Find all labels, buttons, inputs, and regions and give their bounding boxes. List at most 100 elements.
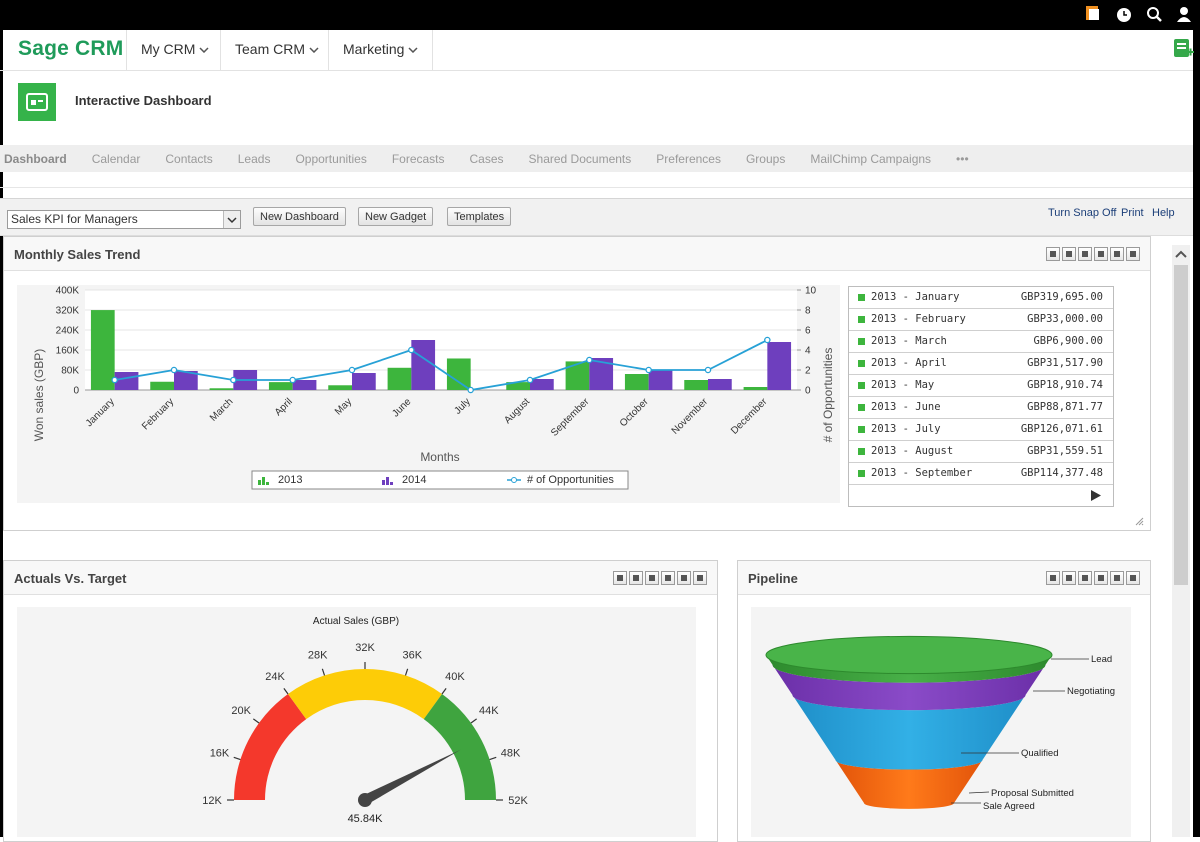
x-tick-label: September	[549, 396, 592, 439]
menu-label[interactable]: My CRM	[141, 41, 196, 57]
legend-swatch	[382, 480, 385, 485]
tab[interactable]: Groups	[745, 151, 786, 166]
tab[interactable]: Forecasts	[391, 151, 445, 166]
funnel-layer	[772, 665, 1046, 711]
spacer	[0, 172, 1193, 199]
dashboard-select[interactable]: Sales KPI for Managers	[7, 210, 241, 229]
line-marker	[526, 376, 534, 384]
tab[interactable]: Dashboard	[4, 151, 67, 166]
bar	[328, 385, 352, 390]
gadget-button-glyph	[1130, 251, 1136, 257]
next-page[interactable]	[1091, 490, 1101, 501]
table-row: 2013 - August GBP31,559.51	[849, 441, 1113, 463]
scrollbar[interactable]	[1172, 245, 1190, 837]
gadget-button[interactable]	[1126, 247, 1140, 261]
gadget-button[interactable]	[693, 571, 707, 585]
x-tick-label: June	[390, 396, 413, 419]
gadget-button-glyph	[633, 575, 639, 581]
tab[interactable]: Contacts	[165, 151, 213, 166]
bar	[268, 382, 293, 390]
gadget-button-glyph	[1114, 251, 1120, 257]
gadget-button[interactable]	[1078, 247, 1092, 261]
gadget-button[interactable]	[1094, 247, 1108, 261]
menu[interactable]: Marketing	[328, 30, 434, 70]
funnel-label: Negotiating	[1067, 686, 1115, 697]
add-icon[interactable]	[1173, 38, 1195, 62]
gadget-button[interactable]	[677, 571, 691, 585]
menu[interactable]: Team CRM	[220, 30, 333, 70]
button[interactable]: New Gadget	[358, 207, 434, 226]
gadget-button[interactable]	[1046, 247, 1060, 261]
gadget-button[interactable]	[1062, 247, 1076, 261]
funnel-label: Sale Agreed	[983, 801, 1035, 812]
button[interactable]: New Dashboard	[253, 207, 346, 226]
tab[interactable]: Calendar	[91, 151, 141, 166]
nav-bar: Sage CRM My CRM Team CRM Marketing	[0, 30, 1195, 71]
gauge-tick	[253, 718, 260, 724]
gauge-band	[288, 669, 442, 720]
y2-tick-label: 6	[805, 326, 811, 337]
line-marker	[289, 376, 296, 384]
menu-label[interactable]: Team CRM	[235, 41, 306, 57]
page-title: Interactive Dashboard	[75, 93, 212, 108]
gadget-button-glyph	[665, 575, 671, 581]
gauge-tick-label: 28K	[308, 649, 328, 661]
link[interactable]: Help	[1152, 207, 1175, 219]
resize-grip[interactable]	[1135, 517, 1144, 526]
x-tick-label: February	[140, 396, 176, 432]
gadget-button-glyph	[681, 575, 687, 581]
gadget-title: Pipeline	[748, 571, 798, 586]
menu-label[interactable]: Marketing	[343, 41, 405, 57]
gadget-button[interactable]	[645, 571, 659, 585]
gadget-button[interactable]	[1110, 247, 1124, 261]
tab[interactable]: Leads	[237, 151, 271, 166]
x-axis-title: Months	[420, 450, 459, 464]
gauge-band	[234, 694, 307, 800]
gadget-button-glyph	[1066, 251, 1072, 257]
gadget-button[interactable]	[1126, 571, 1140, 585]
gauge-tick	[321, 668, 326, 676]
tab[interactable]: •••	[956, 151, 969, 166]
x-tick-label: April	[273, 396, 295, 418]
tab[interactable]: MailChimp Campaigns	[810, 151, 932, 166]
tab[interactable]: Opportunities	[295, 151, 367, 166]
line-marker	[586, 356, 593, 364]
row-value: GBP31,517.90	[1027, 357, 1103, 369]
link[interactable]: Turn Snap Off	[1048, 207, 1117, 219]
funnel-layer	[792, 695, 1026, 770]
tab[interactable]: Preferences	[656, 151, 721, 166]
gadget-button[interactable]	[1094, 571, 1108, 585]
tab[interactable]: Shared Documents	[528, 151, 632, 166]
row-label: 2013 - January	[871, 291, 960, 303]
select-value[interactable]: Sales KPI for Managers	[11, 212, 138, 226]
summary-table: 2013 - January GBP319,695.00 2013 - Februa…	[848, 286, 1114, 507]
bar	[209, 388, 234, 390]
tab[interactable]: Cases	[469, 151, 504, 166]
gadget-button[interactable]	[1062, 571, 1076, 585]
gauge-tick-label: 36K	[402, 649, 422, 661]
gadget-button[interactable]	[661, 571, 675, 585]
bar	[506, 382, 530, 390]
gadget-button[interactable]	[629, 571, 643, 585]
menu[interactable]: My CRM	[126, 30, 223, 70]
gadget-button[interactable]	[1078, 571, 1092, 585]
legend-label: # of Opportunities	[527, 474, 614, 486]
scroll-thumb[interactable]	[1174, 265, 1188, 585]
button[interactable]: Templates	[447, 207, 512, 226]
legend-label: 2013	[278, 474, 302, 486]
link[interactable]: Print	[1121, 207, 1144, 219]
gadget-button[interactable]	[1110, 571, 1124, 585]
gadget-button[interactable]	[1046, 571, 1060, 585]
logo[interactable]: Sage CRM	[18, 37, 124, 60]
bar	[648, 370, 673, 390]
bar	[352, 373, 376, 390]
gadget-button-glyph	[1050, 575, 1056, 581]
gadget-button[interactable]	[613, 571, 627, 585]
gauge-tick	[489, 756, 497, 761]
legend-swatch	[390, 482, 393, 485]
table-row: 2013 - April GBP31,517.90	[849, 353, 1113, 375]
gauge-tick	[441, 688, 447, 695]
y-tick-label: 320K	[56, 306, 80, 317]
line-marker	[408, 346, 415, 354]
gauge-tick	[283, 688, 289, 695]
